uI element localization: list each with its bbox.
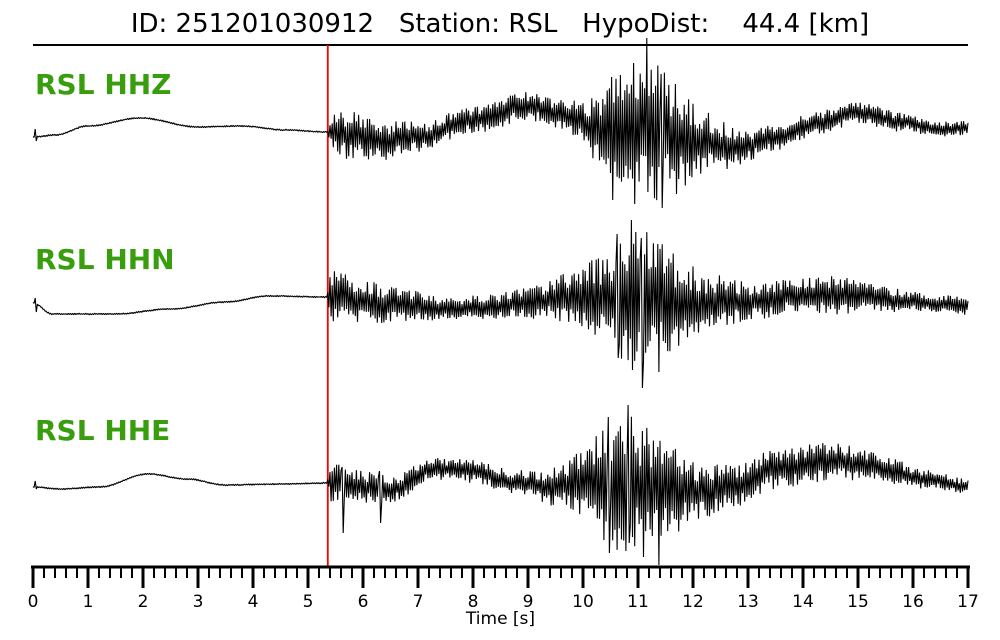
x-tick-label: 13 <box>737 592 759 612</box>
x-tick-label: 5 <box>303 592 314 612</box>
x-tick-label: 1 <box>83 592 94 612</box>
waveform-hhn <box>32 219 969 389</box>
trace-label-hhe: RSL HHE <box>35 414 171 447</box>
x-tick-label: 7 <box>413 592 424 612</box>
x-tick-label: 12 <box>682 592 704 612</box>
x-tick-label: 17 <box>957 592 979 612</box>
trace-label-hhn: RSL HHN <box>35 243 175 276</box>
x-tick-label: 15 <box>847 592 869 612</box>
x-tick-label: 4 <box>248 592 259 612</box>
x-tick-label: 11 <box>627 592 649 612</box>
x-tick-label: 8 <box>468 592 479 612</box>
x-tick-label: 14 <box>792 592 814 612</box>
x-tick-label: 10 <box>572 592 594 612</box>
x-tick-label: 16 <box>902 592 924 612</box>
x-tick-label: 3 <box>193 592 204 612</box>
x-tick-label: 0 <box>28 592 39 612</box>
waveform-hhz <box>32 37 969 209</box>
x-tick-label: 2 <box>138 592 149 612</box>
trace-label-hhz: RSL HHZ <box>35 68 172 101</box>
figure-title: ID: 251201030912 Station: RSL HypoDist: … <box>130 9 870 39</box>
x-tick-label: 9 <box>523 592 534 612</box>
waveform-hhe <box>32 404 969 566</box>
x-tick-label: 6 <box>358 592 369 612</box>
x-axis-title: Time [s] <box>465 609 535 629</box>
